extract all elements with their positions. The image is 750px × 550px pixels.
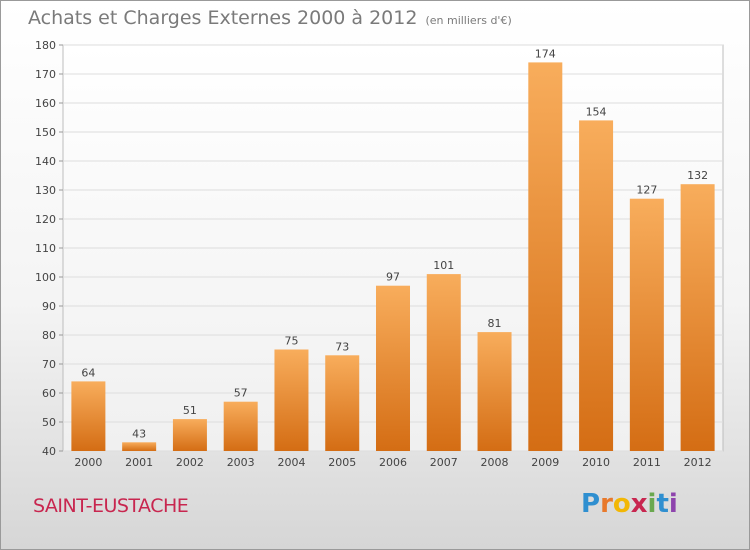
bar-2008 [477,332,512,451]
y-tick-label: 130 [35,184,56,197]
y-tick-label: 180 [35,39,56,52]
bar-2005 [325,355,360,451]
bar-2007 [426,274,461,451]
proxiti-logo: Proxiti [581,489,678,519]
y-tick-label: 50 [42,416,56,429]
y-tick-label: 80 [42,329,56,342]
x-tick-label: 2006 [379,456,407,469]
y-tick-label: 60 [42,387,56,400]
bar-2010 [579,120,614,452]
data-label-2004: 75 [284,335,298,348]
y-tick-label: 90 [42,300,56,313]
x-tick-label: 2002 [176,456,204,469]
x-tick-label: 2007 [430,456,458,469]
y-tick-label: 100 [35,271,56,284]
x-axis-ticks: 2000 2001 2002 2003 2004 2005 2006 2007 2008 2009… [74,456,711,469]
commune-name: SAINT-EUSTACHE [33,495,189,517]
data-label-2006: 97 [386,271,400,284]
logo-letter: r [600,489,613,519]
bar-2000 [71,381,106,451]
data-label-2000: 64 [81,366,95,379]
bars [71,62,715,452]
logo-letter: t [656,489,669,519]
y-tick-label: 160 [35,97,56,110]
x-tick-label: 2011 [633,456,661,469]
x-tick-label: 2000 [74,456,102,469]
x-tick-label: 2001 [125,456,153,469]
logo-letter: o [612,489,631,519]
bar-2012 [680,184,715,451]
logo-letter: i [668,489,678,519]
x-tick-label: 2005 [328,456,356,469]
bar-2003 [223,401,258,451]
chart-title-block: Achats et Charges Externes 2000 à 2012 (e… [28,7,512,29]
bar-2009 [528,62,563,452]
y-tick-label: 140 [35,155,56,168]
data-labels: 64 43 51 57 75 73 97 101 81 174 154 127 132 [81,47,708,440]
logo-letter: i [647,489,657,519]
bar-2011 [629,198,664,451]
y-tick-label: 40 [42,445,56,458]
data-label-2008: 81 [488,317,502,330]
bar-2001 [122,442,157,451]
data-label-2005: 73 [335,340,349,353]
y-tick-label: 170 [35,68,56,81]
bar-2006 [376,285,410,451]
x-tick-label: 2009 [531,456,559,469]
data-label-2007: 101 [433,259,454,272]
x-tick-label: 2012 [684,456,712,469]
y-axis-ticks: 40 50 60 70 80 90 100 110 120 130 140 150 160 170 180 [35,39,63,458]
bar-2002 [172,419,207,451]
data-label-2009: 174 [535,47,556,60]
chart-unit-note: (en milliers d'€) [425,14,512,27]
y-tick-label: 70 [42,358,56,371]
data-label-2003: 57 [234,387,248,400]
x-tick-label: 2008 [481,456,509,469]
y-tick-label: 150 [35,126,56,139]
x-tick-label: 2004 [277,456,305,469]
logo-letter: P [581,489,601,519]
bar-2004 [274,349,309,451]
data-label-2012: 132 [687,169,708,182]
chart-title: Achats et Charges Externes 2000 à 2012 [28,7,418,29]
data-label-2001: 43 [132,427,146,440]
data-label-2011: 127 [636,184,657,197]
data-label-2002: 51 [183,404,197,417]
y-tick-label: 110 [35,242,56,255]
x-tick-label: 2003 [227,456,255,469]
logo-letter: x [630,489,648,519]
data-label-2010: 154 [586,105,607,118]
x-tick-label: 2010 [582,456,610,469]
y-tick-label: 120 [35,213,56,226]
